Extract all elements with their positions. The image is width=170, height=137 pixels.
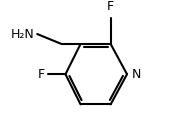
Text: N: N <box>131 68 141 81</box>
Text: H₂N: H₂N <box>10 28 34 41</box>
Text: F: F <box>107 0 114 13</box>
Text: F: F <box>38 68 45 81</box>
